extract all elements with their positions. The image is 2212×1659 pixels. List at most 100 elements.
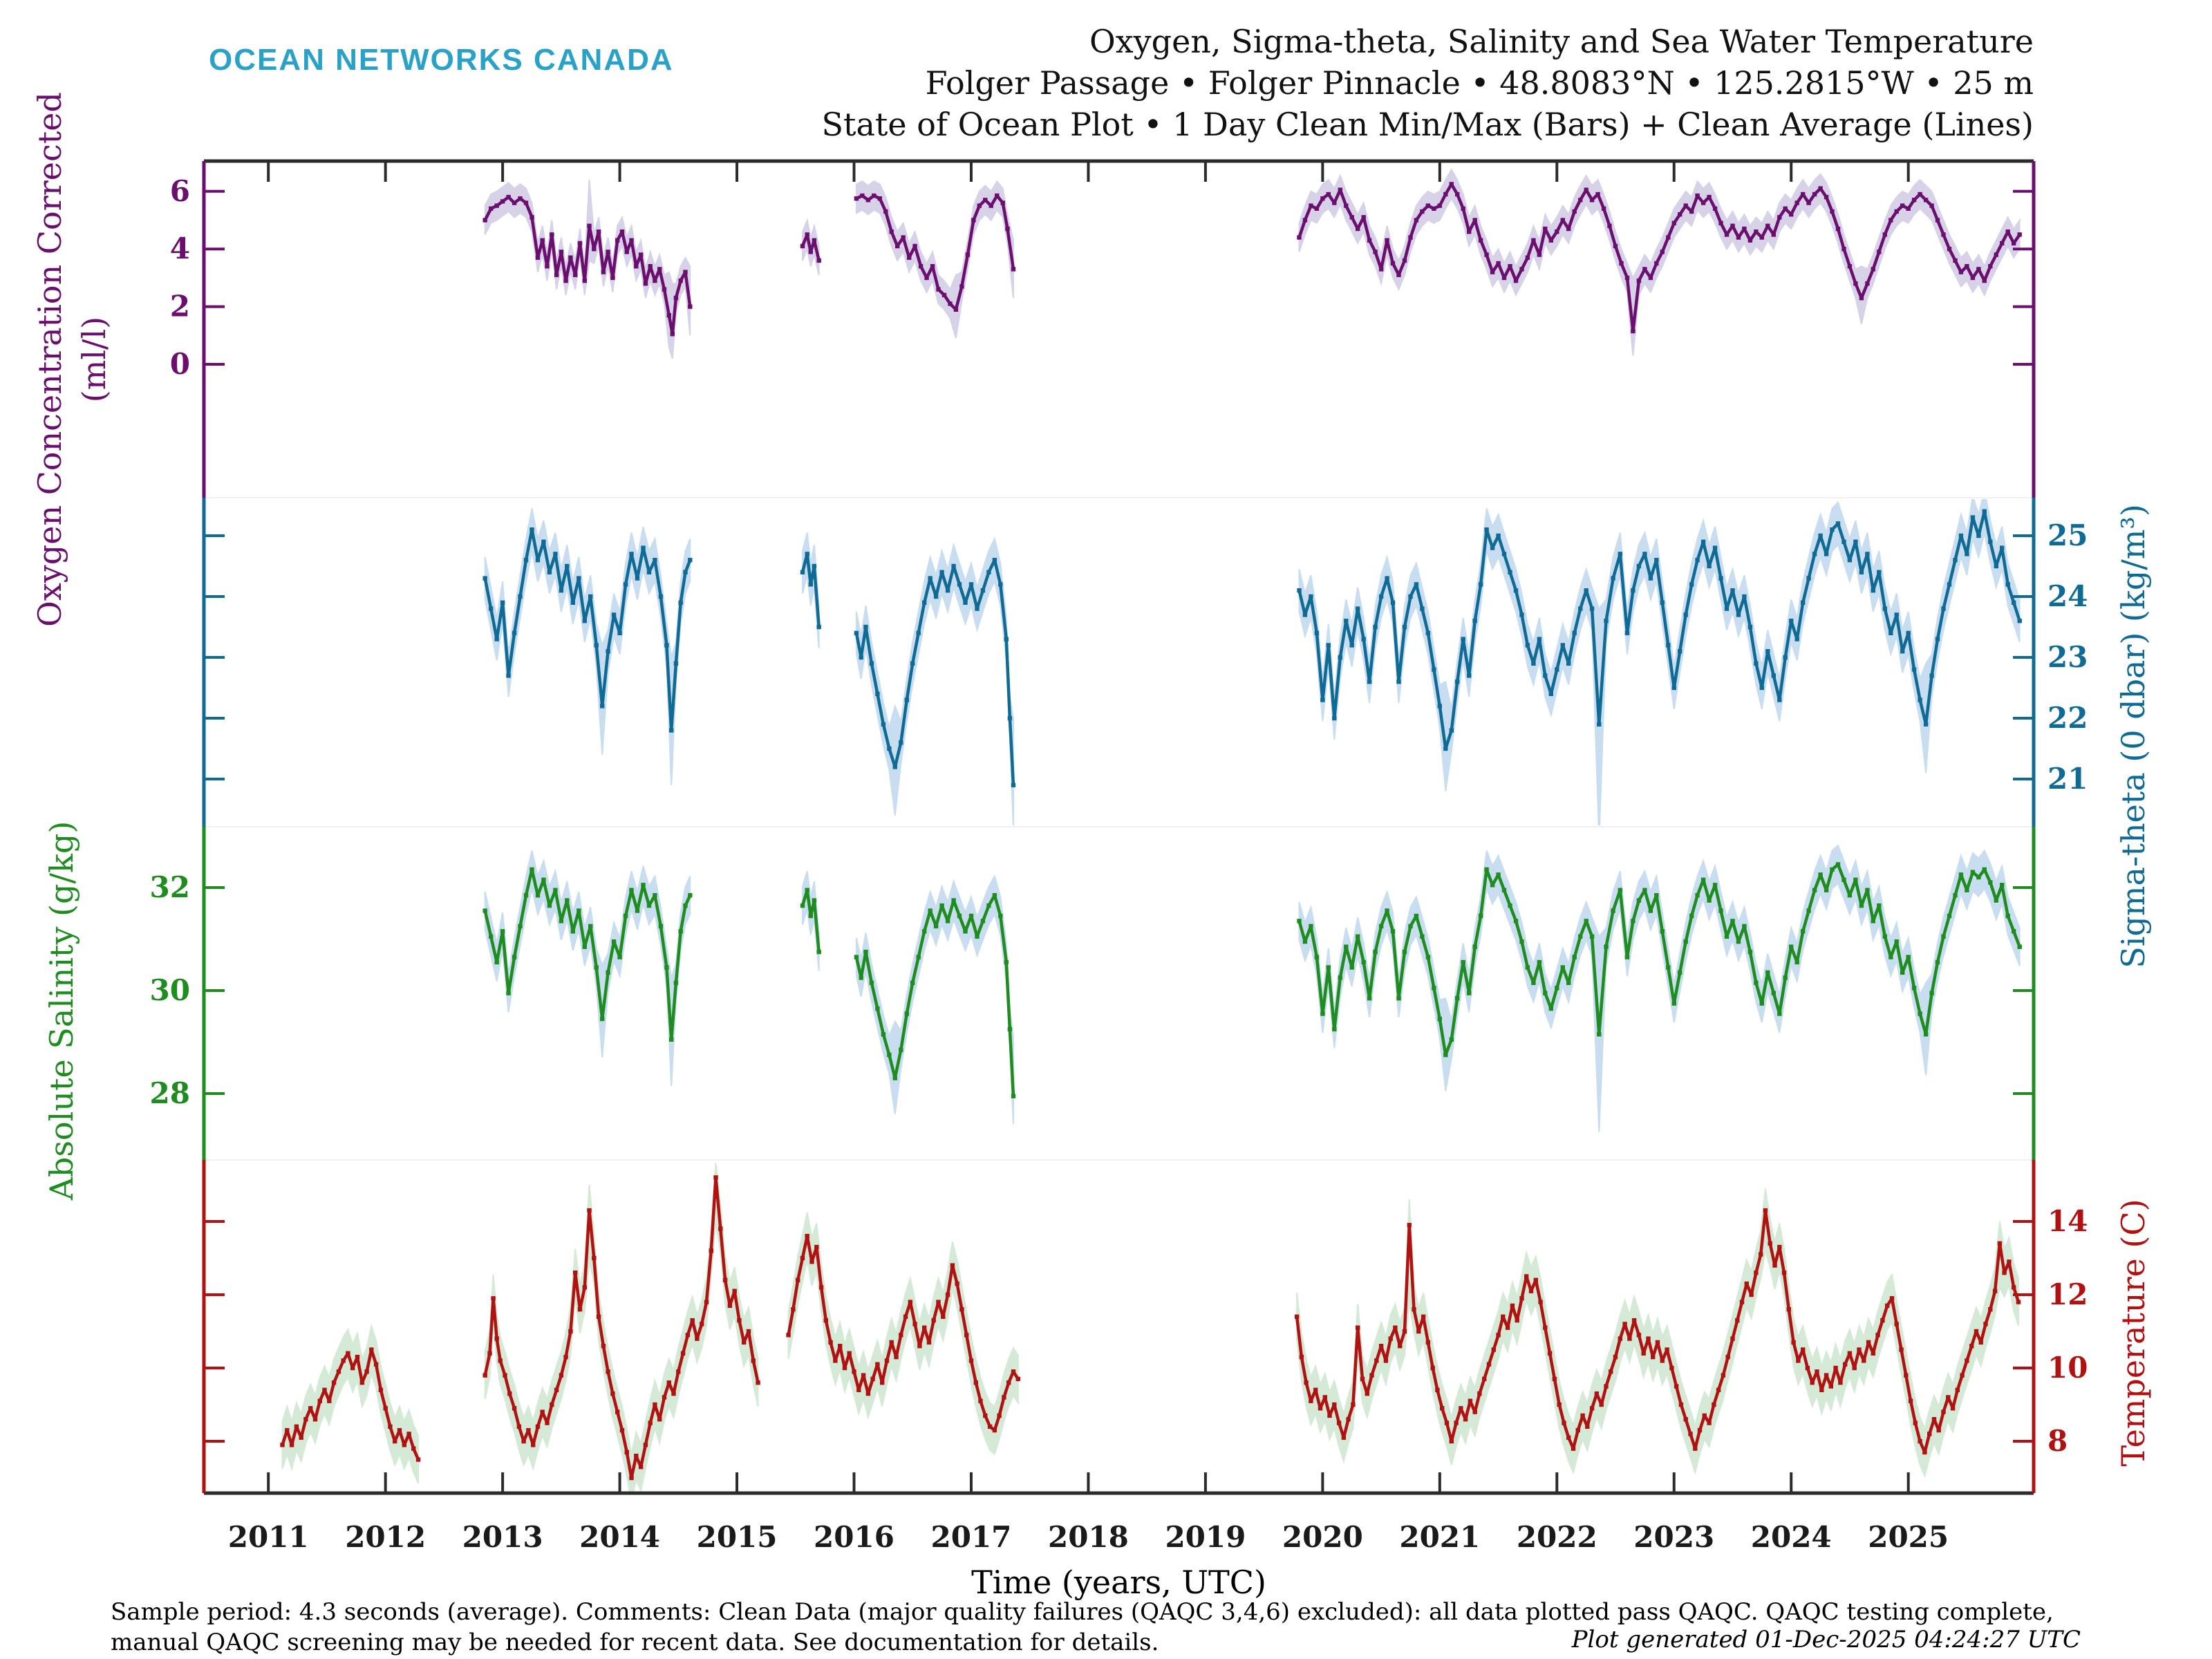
temperature-data-marker bbox=[1641, 1351, 1646, 1356]
sigma_theta-data-marker bbox=[2017, 619, 2022, 624]
temperature-data-marker bbox=[899, 1333, 903, 1338]
temperature-data-marker bbox=[1857, 1347, 1862, 1352]
sigma_theta-axis-title: Sigma-theta (0 dbar) (kg/m³) bbox=[2115, 504, 2152, 968]
temperature-data-marker bbox=[997, 1413, 1002, 1418]
sigma_theta-data-marker bbox=[1888, 630, 1893, 635]
salinity-data-marker bbox=[1660, 929, 1665, 934]
x-tick-label: 2017 bbox=[931, 1520, 1012, 1554]
oxygen-data-marker bbox=[977, 203, 982, 208]
salinity-data-marker bbox=[1309, 924, 1313, 929]
sigma_theta-data-marker bbox=[541, 539, 546, 544]
temperature-data-marker bbox=[1702, 1413, 1707, 1418]
sigma_theta-data-marker bbox=[998, 582, 1003, 587]
sigma_theta-data-marker bbox=[1344, 619, 1349, 624]
oxygen-tick-label: 0 bbox=[170, 347, 190, 381]
sigma_theta-data-marker bbox=[1794, 637, 1799, 641]
sigma_theta-data-marker bbox=[1759, 685, 1764, 691]
temperature-data-marker bbox=[1304, 1380, 1309, 1385]
salinity-data-marker bbox=[629, 888, 634, 892]
oxygen-data-marker bbox=[1414, 218, 1419, 223]
temperature-data-marker bbox=[563, 1354, 568, 1360]
ocean-networks-canada-logo: OCEAN NETWORKS CANADA bbox=[209, 43, 674, 77]
salinity-data-marker bbox=[541, 877, 546, 882]
temperature-data-marker bbox=[680, 1351, 686, 1356]
sigma_theta-data-marker bbox=[1941, 606, 1946, 611]
salinity-data-marker bbox=[1707, 898, 1712, 903]
oxygen-data-marker bbox=[670, 332, 675, 337]
temperature-data-marker bbox=[926, 1340, 932, 1345]
temperature-data-marker bbox=[861, 1373, 866, 1378]
oxygen-data-marker bbox=[1859, 295, 1864, 301]
oxygen-data-marker bbox=[529, 215, 534, 220]
sigma_theta-data-marker bbox=[570, 600, 575, 605]
oxygen-data-marker bbox=[948, 301, 953, 306]
sigma_theta-data-marker bbox=[1918, 697, 1922, 702]
temperature-data-marker bbox=[1678, 1402, 1684, 1407]
temperature-data-marker bbox=[285, 1427, 290, 1433]
salinity-data-marker bbox=[1994, 898, 1998, 903]
oxygen-data-marker bbox=[619, 229, 625, 234]
oxygen-data-marker bbox=[877, 196, 882, 201]
oxygen-data-marker bbox=[1935, 218, 1940, 223]
salinity-data-marker bbox=[500, 929, 505, 934]
temperature-data-marker bbox=[1838, 1380, 1843, 1385]
sigma_theta-data-marker bbox=[1425, 630, 1431, 635]
temperature-tick-label: 12 bbox=[2047, 1277, 2088, 1311]
salinity-data-marker bbox=[1367, 996, 1372, 1001]
salinity-data-marker bbox=[1911, 986, 1917, 991]
sigma_theta-data-marker bbox=[800, 570, 805, 574]
sigma_theta-data-marker bbox=[623, 582, 628, 587]
sigma_theta-data-marker bbox=[1309, 594, 1313, 599]
temperature-data-marker bbox=[700, 1322, 704, 1327]
oxygen-data-marker bbox=[518, 196, 523, 201]
temperature-data-marker bbox=[383, 1406, 388, 1411]
oxygen-data-marker bbox=[1712, 206, 1718, 211]
salinity-data-marker bbox=[1519, 939, 1524, 944]
temperature-data-marker bbox=[1294, 1314, 1300, 1319]
salinity-data-marker bbox=[1356, 934, 1360, 939]
sigma_theta-tick-label: 21 bbox=[2047, 762, 2088, 796]
temperature-data-marker bbox=[676, 1369, 681, 1374]
salinity-data-marker bbox=[1801, 929, 1806, 934]
salinity-data-marker bbox=[1611, 908, 1615, 913]
oxygen-data-marker bbox=[1888, 218, 1893, 223]
x-tick-label: 2021 bbox=[1399, 1520, 1480, 1554]
oxygen-data-marker bbox=[1783, 206, 1788, 211]
oxygen-data-marker bbox=[1988, 264, 1993, 269]
sigma_theta-data-marker bbox=[1578, 606, 1583, 611]
sigma_theta-data-marker bbox=[1513, 588, 1519, 593]
sigma_theta-data-marker bbox=[629, 552, 634, 556]
temperature-data-marker bbox=[331, 1380, 337, 1385]
temperature-data-marker bbox=[1651, 1354, 1656, 1360]
salinity-data-marker bbox=[1882, 934, 1887, 939]
sigma_theta-data-marker bbox=[2012, 600, 2016, 605]
salinity-data-marker bbox=[1548, 1006, 1553, 1011]
sigma_theta-data-marker bbox=[1604, 619, 1609, 624]
temperature-data-marker bbox=[1528, 1288, 1534, 1293]
sigma_theta-data-marker bbox=[1994, 563, 1998, 569]
temperature-data-marker bbox=[894, 1354, 899, 1360]
salinity-data-marker bbox=[1449, 1037, 1454, 1042]
oxygen-data-marker bbox=[865, 198, 871, 203]
sigma_theta-data-marker bbox=[1531, 661, 1536, 666]
oxygen-data-marker bbox=[1402, 258, 1407, 263]
oxygen-data-marker bbox=[924, 275, 929, 281]
sigma_theta-data-marker bbox=[688, 558, 693, 563]
sigma_theta-data-marker bbox=[1302, 612, 1308, 617]
oxygen-data-marker bbox=[1420, 209, 1425, 214]
temperature-data-marker bbox=[1327, 1413, 1332, 1418]
temperature-data-marker bbox=[1416, 1329, 1421, 1334]
sigma_theta-data-marker bbox=[653, 558, 657, 563]
sigma_theta-data-marker bbox=[1835, 521, 1841, 526]
sigma_theta-data-marker bbox=[1771, 673, 1776, 678]
oxygen-data-marker bbox=[1947, 247, 1952, 252]
sigma_theta-data-marker bbox=[553, 552, 558, 556]
temperature-data-marker bbox=[512, 1406, 517, 1411]
temperature-data-marker bbox=[983, 1413, 988, 1418]
salinity-data-marker bbox=[1789, 944, 1794, 949]
salinity-data-marker bbox=[805, 888, 809, 892]
salinity-data-marker bbox=[1818, 872, 1823, 877]
salinity-data-marker bbox=[1742, 924, 1747, 929]
temperature-data-marker bbox=[1538, 1300, 1543, 1304]
temperature-data-marker bbox=[638, 1464, 644, 1470]
